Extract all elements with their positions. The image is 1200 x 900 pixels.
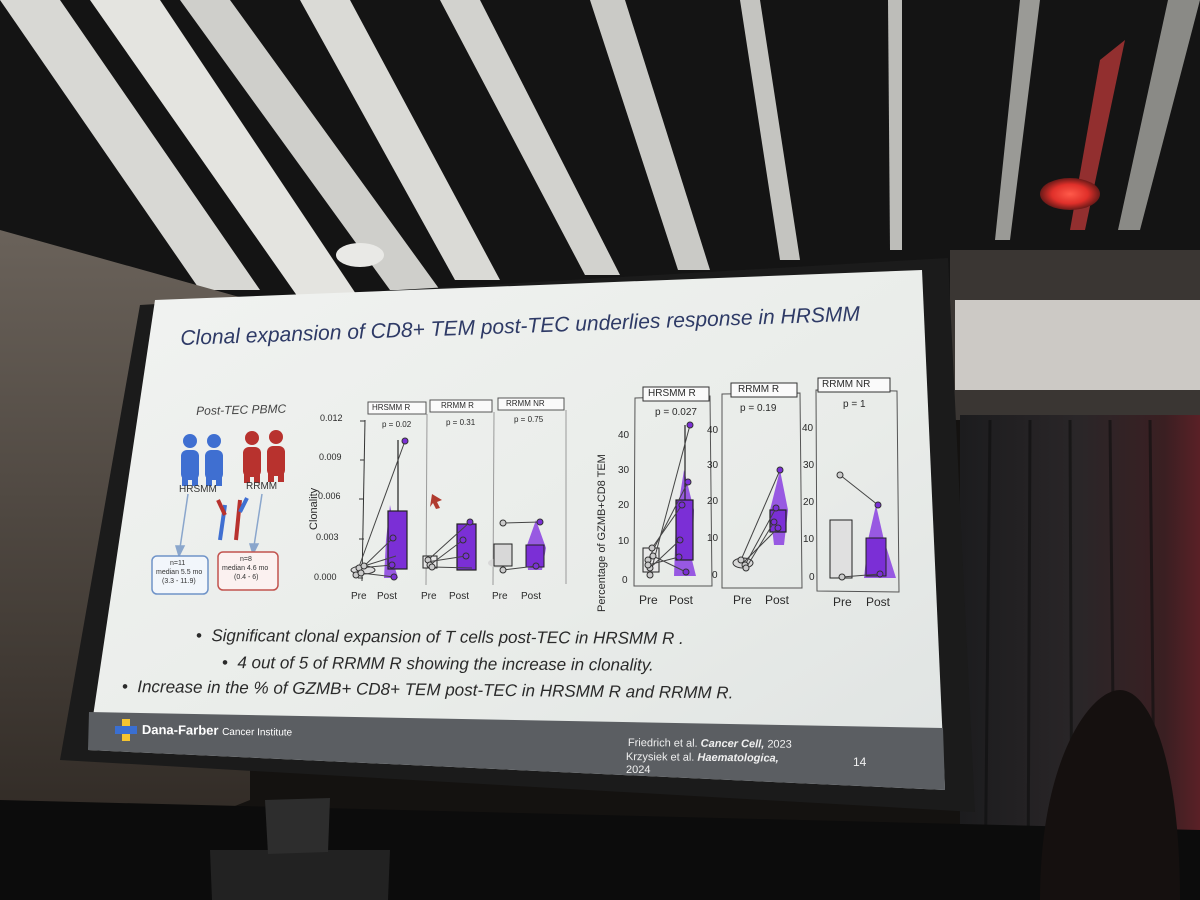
clonality-chart bbox=[350, 397, 567, 586]
footer-org: Dana-Farber Cancer Institute bbox=[142, 722, 292, 739]
clonality-xtick-pre: Pre bbox=[351, 591, 367, 602]
gzmb-pvalue: p = 1 bbox=[843, 399, 866, 410]
ref1-authors: Friedrich et al. bbox=[627, 737, 698, 750]
gzmb-ytick-30: 30 bbox=[618, 465, 630, 476]
group-arrows bbox=[174, 493, 263, 559]
projector-stand bbox=[265, 798, 330, 854]
gzmb-ytick-30: 30 bbox=[803, 460, 815, 471]
footer-org-rest: Cancer Institute bbox=[222, 726, 293, 739]
clonality-hrsmm-r-marks bbox=[350, 437, 409, 581]
gzmb-chart bbox=[633, 377, 900, 593]
clonality-rrmm-r-marks bbox=[422, 518, 477, 571]
footer-ref-2: Krzysiek et al. Haematologica, bbox=[626, 751, 779, 765]
hrsmm-info-line2: median 5.5 mo bbox=[156, 569, 203, 576]
clonality-xtick-pre: Pre bbox=[421, 591, 437, 602]
rrmm-info-line2: median 4.6 mo bbox=[222, 565, 269, 572]
gzmb-xtick-pre: Pre bbox=[733, 593, 752, 607]
hrsmm-label: HRSMM bbox=[179, 484, 217, 495]
hrsmm-info-line1: n=11 bbox=[170, 560, 186, 567]
clonality-pvalue: p = 0.02 bbox=[382, 420, 412, 429]
bullet-2: • 4 out of 5 of RRMM R showing the incre… bbox=[221, 653, 654, 675]
slide-footer-band bbox=[88, 712, 945, 790]
antibody-icon bbox=[216, 497, 249, 541]
clonality-panel-headers bbox=[367, 397, 565, 415]
ceiling-slats bbox=[0, 0, 1200, 300]
ref2-journal: Haematologica, bbox=[697, 751, 779, 765]
right-soffit bbox=[955, 300, 1200, 390]
rrmm-label: RRMM bbox=[246, 481, 278, 492]
clonality-pvalue: p = 0.75 bbox=[514, 415, 544, 424]
hrsmm-info-line3: (3.3 - 11.9) bbox=[162, 578, 196, 585]
clonality-rrmm-nr-marks bbox=[488, 518, 546, 574]
gzmb-panel-title: RRMM NR bbox=[822, 379, 871, 390]
gzmb-ytick-20: 20 bbox=[803, 497, 815, 508]
ref2-year: 2024 bbox=[626, 764, 651, 776]
gzmb-xtick-post: Post bbox=[866, 595, 891, 609]
gzmb-panel-headers bbox=[642, 377, 891, 402]
gzmb-ytick-20: 20 bbox=[618, 500, 630, 511]
ref1-journal: Cancer Cell, bbox=[700, 737, 765, 751]
rrmm-info-line3: (0.4 - 6) bbox=[234, 574, 259, 581]
ceiling-speaker bbox=[336, 243, 384, 267]
gzmb-ytick-0: 0 bbox=[712, 570, 718, 581]
clonality-panel-title: RRMM R bbox=[441, 401, 474, 410]
gzmb-ytick-40: 40 bbox=[802, 423, 814, 434]
bullet-1: • Significant clonal expansion of T cell… bbox=[195, 626, 684, 648]
footer-org-bold: Dana-Farber bbox=[141, 722, 219, 738]
audience-silhouette bbox=[1040, 690, 1180, 900]
gzmb-ytick-40: 40 bbox=[618, 430, 630, 441]
gzmb-ytick-0: 0 bbox=[622, 575, 628, 586]
gzmb-panel-title: RRMM R bbox=[738, 384, 780, 395]
clonality-ytick-0.003: 0.003 bbox=[316, 532, 339, 542]
ref2-authors: Krzysiek et al. bbox=[625, 751, 695, 764]
gzmb-ylabel: Percentage of GZMB+CD8 TEM bbox=[596, 454, 608, 612]
bullet-2-text: 4 out of 5 of RRMM R showing the increas… bbox=[237, 653, 654, 675]
gzmb-pvalue: p = 0.027 bbox=[655, 407, 697, 418]
gzmb-xtick-pre: Pre bbox=[833, 595, 852, 609]
gzmb-ytick-20: 20 bbox=[707, 496, 719, 507]
clonality-ytick-0.000: 0.000 bbox=[314, 572, 337, 582]
left-panel-heading: Post-TEC PBMC bbox=[196, 401, 287, 418]
clonality-panel-title: RRMM NR bbox=[506, 399, 545, 408]
rrmm-info-line1: n=8 bbox=[240, 556, 252, 563]
clonality-panel-title: HRSMM R bbox=[372, 403, 411, 412]
rrmm-people-icon bbox=[243, 430, 285, 483]
rrmm-info-box bbox=[217, 551, 279, 591]
gzmb-ytick-10: 10 bbox=[707, 533, 719, 544]
gzmb-ytick-40: 40 bbox=[707, 425, 719, 436]
ref1-year: 2023 bbox=[767, 738, 792, 751]
clonality-ytick-0.009: 0.009 bbox=[319, 452, 342, 462]
hrsmm-info-box bbox=[151, 555, 209, 595]
gzmb-rrmm-r-marks bbox=[732, 466, 788, 572]
gzmb-hrsmm-r-marks bbox=[642, 421, 696, 579]
hrsmm-people-icon bbox=[181, 434, 223, 486]
clonality-ytick-0.006: 0.006 bbox=[318, 491, 341, 501]
gzmb-rrmm-nr-marks bbox=[829, 471, 896, 581]
gzmb-ytick-30: 30 bbox=[707, 460, 719, 471]
clonality-ytick-0.012: 0.012 bbox=[320, 413, 343, 423]
slide bbox=[88, 270, 945, 790]
gzmb-xtick-post: Post bbox=[765, 593, 790, 607]
gzmb-ytick-0: 0 bbox=[809, 572, 815, 583]
projector-body bbox=[210, 850, 390, 900]
gzmb-ytick-10: 10 bbox=[803, 534, 815, 545]
pointer-arrow bbox=[430, 494, 442, 509]
footer-ref-1: Friedrich et al. Cancer Cell, 2023 bbox=[628, 737, 792, 751]
dana-farber-logo-icon bbox=[115, 719, 137, 741]
gzmb-ytick-10: 10 bbox=[618, 536, 630, 547]
clonality-pvalue: p = 0.31 bbox=[446, 418, 476, 427]
gzmb-pvalue: p = 0.19 bbox=[740, 403, 777, 414]
page-number: 14 bbox=[853, 755, 867, 769]
gzmb-xtick-pre: Pre bbox=[639, 593, 658, 607]
clonality-xtick-post: Post bbox=[377, 591, 398, 602]
clonality-y-axis bbox=[358, 419, 366, 582]
clonality-xtick-post: Post bbox=[521, 591, 542, 602]
clonality-xtick-pre: Pre bbox=[492, 591, 508, 602]
red-ceiling-light bbox=[1040, 178, 1100, 210]
gzmb-panel-title: HRSMM R bbox=[648, 388, 696, 399]
clonality-xtick-post: Post bbox=[449, 591, 470, 602]
bullet-1-text: Significant clonal expansion of T cells … bbox=[211, 626, 684, 648]
gzmb-xtick-post: Post bbox=[669, 593, 694, 607]
